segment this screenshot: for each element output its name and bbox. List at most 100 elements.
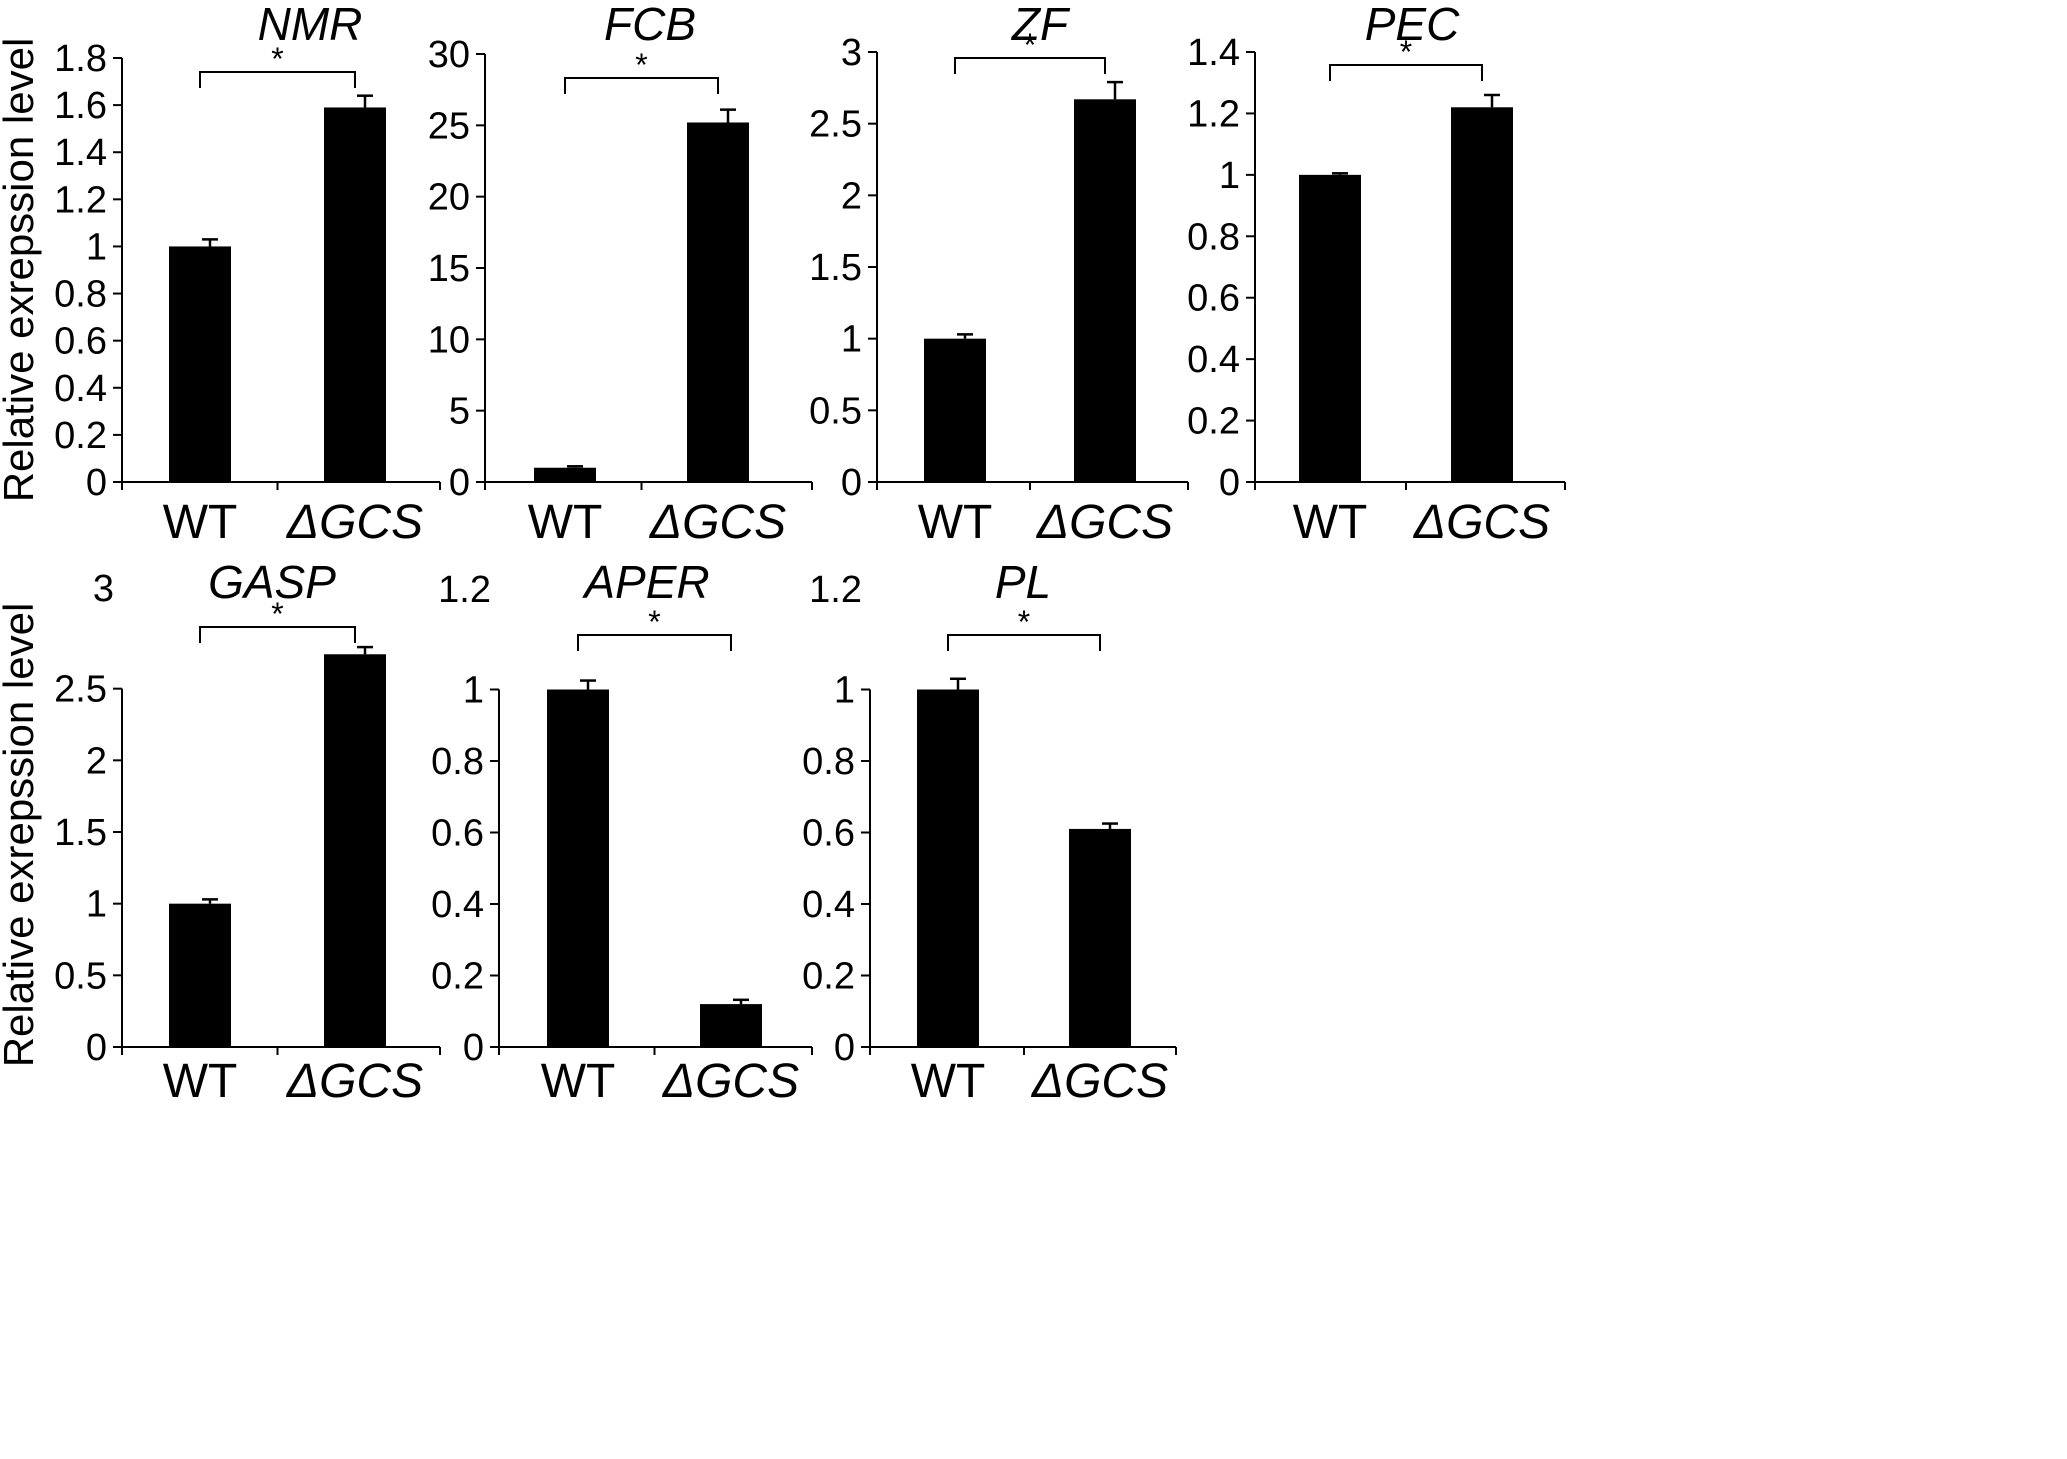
y-tick-label: 1.2	[809, 569, 862, 611]
y-tick-label: 0.6	[802, 813, 855, 855]
y-tick-label: 0	[834, 1027, 855, 1069]
chart-panel-aper: 0 0.2 0.4 0.6 0.8 1 1.2 WT ΔGCS *APER	[431, 556, 813, 1108]
y-tick-label: 3	[93, 568, 114, 610]
y-tick-label: 1	[86, 884, 107, 926]
category-label: WT	[1293, 496, 1368, 549]
chart-panel-zf: 0 0.5 1 1.5 2 2.5 3 WT ΔGCS *ZF	[809, 0, 1189, 549]
category-label: ΔGCS	[649, 496, 786, 549]
y-tick-label: 0.2	[54, 415, 107, 457]
y-tick-label: 0.4	[431, 884, 484, 926]
y-tick-label: 2	[86, 740, 107, 782]
category-label: ΔGCS	[662, 1055, 799, 1108]
y-tick-label: 2.5	[809, 104, 862, 146]
bar-dgcs	[687, 122, 749, 482]
chart-panel-pl: 0 0.2 0.4 0.6 0.8 1 1.2 WT ΔGCS *PL	[802, 556, 1177, 1108]
bar-wt	[917, 689, 979, 1047]
chart-panel-pec: 0 0.2 0.4 0.6 0.8 1 1.2 1.4 WT ΔGCS *PEC	[1187, 0, 1566, 549]
y-tick-label: 1.2	[54, 179, 107, 221]
y-tick-label: 15	[428, 248, 470, 290]
bar-dgcs	[1451, 107, 1513, 483]
significance-bracket	[954, 57, 1106, 74]
bar-wt	[1299, 174, 1361, 482]
bar-dgcs	[1069, 828, 1131, 1047]
significance-star: *	[1024, 27, 1036, 63]
y-tick-label: 0.6	[1187, 278, 1240, 320]
y-tick-label: 1.5	[54, 812, 107, 854]
bar-wt	[169, 903, 231, 1047]
y-tick-label: 3	[841, 32, 862, 74]
category-label: ΔGCS	[286, 496, 423, 549]
y-tick-label: 0.5	[54, 955, 107, 997]
y-tick-label: 1.2	[438, 569, 491, 611]
y-tick-label: 1	[834, 670, 855, 712]
category-label: WT	[911, 1055, 986, 1108]
significance-bracket	[947, 634, 1101, 651]
y-tick-label: 0.4	[54, 368, 107, 410]
significance-star: *	[635, 47, 647, 83]
bar-dgcs	[324, 654, 386, 1047]
y-tick-label: 0	[86, 462, 107, 504]
chart-title: ZF	[1011, 0, 1071, 50]
y-tick-label: 1.6	[54, 85, 107, 127]
chart-panel-nmr: 0 0.2 0.4 0.6 0.8 1 1.2 1.4 1.6 1.8 WT ΔGCS *NMR Rela…	[0, 0, 441, 549]
significance-bracket	[1329, 64, 1483, 81]
y-tick-label: 0	[86, 1027, 107, 1069]
y-tick-label: 1.2	[1187, 93, 1240, 135]
y-tick-label: 0.2	[1187, 401, 1240, 443]
y-tick-label: 20	[428, 177, 470, 219]
y-tick-label: 1.4	[1187, 32, 1240, 74]
chart-title: NMR	[258, 0, 363, 50]
y-tick-label: 0.8	[54, 274, 107, 316]
significance-bracket	[199, 626, 356, 643]
significance-bracket	[564, 77, 719, 94]
y-tick-label: 2.5	[54, 669, 107, 711]
y-tick-label: 1	[86, 226, 107, 268]
bar-wt	[169, 246, 231, 482]
chart-title: PEC	[1365, 0, 1460, 50]
y-tick-label: 0.6	[54, 321, 107, 363]
y-tick-label: 1	[1219, 155, 1240, 197]
y-axis-label: Relative exrepssion level	[0, 603, 42, 1068]
y-tick-label: 0	[463, 1027, 484, 1069]
category-label: ΔGCS	[1413, 496, 1550, 549]
y-tick-label: 0	[841, 462, 862, 504]
chart-title: FCB	[604, 0, 696, 50]
category-label: ΔGCS	[1031, 1055, 1168, 1108]
significance-bracket	[577, 634, 732, 651]
category-label: WT	[528, 496, 603, 549]
y-tick-label: 0.8	[1187, 216, 1240, 258]
y-tick-label: 0	[449, 462, 470, 504]
y-axis-label: Relative exrepssion level	[0, 38, 42, 503]
y-tick-label: 0.5	[809, 390, 862, 432]
y-tick-label: 25	[428, 105, 470, 147]
bar-dgcs	[1074, 99, 1136, 483]
y-tick-label: 30	[428, 34, 470, 76]
y-tick-label: 5	[449, 391, 470, 433]
y-tick-label: 1.4	[54, 132, 107, 174]
bar-dgcs	[700, 1004, 762, 1047]
y-tick-label: 2	[841, 175, 862, 217]
chart-panel-fcb: 0 5 10 15 20 25 30 WT ΔGCS *FCB	[428, 0, 813, 549]
significance-bracket	[199, 71, 356, 88]
y-tick-label: 0.2	[802, 956, 855, 998]
category-label: WT	[163, 496, 238, 549]
category-label: WT	[541, 1055, 616, 1108]
y-tick-label: 0.6	[431, 813, 484, 855]
category-label: WT	[163, 1055, 238, 1108]
y-tick-label: 0.4	[1187, 339, 1240, 381]
y-tick-label: 1	[841, 319, 862, 361]
y-tick-label: 0.2	[431, 956, 484, 998]
y-tick-label: 1.5	[809, 247, 862, 289]
significance-star: *	[271, 596, 283, 632]
significance-star: *	[1400, 34, 1412, 70]
y-tick-label: 0	[1219, 462, 1240, 504]
category-label: WT	[918, 496, 993, 549]
bar-wt	[534, 467, 596, 482]
significance-star: *	[648, 604, 660, 640]
bar-wt	[547, 689, 609, 1047]
chart-panels: 00.20.40.60.811.21.41.61.8WT ΔGCS*NMRRela…	[0, 0, 1566, 1108]
bar-dgcs	[324, 107, 386, 482]
y-tick-label: 10	[428, 319, 470, 361]
chart-panel-gasp: 0 0.5 1 1.5 2 2.5 3 WT ΔGCS *GASP Relative exrepss…	[0, 556, 441, 1108]
